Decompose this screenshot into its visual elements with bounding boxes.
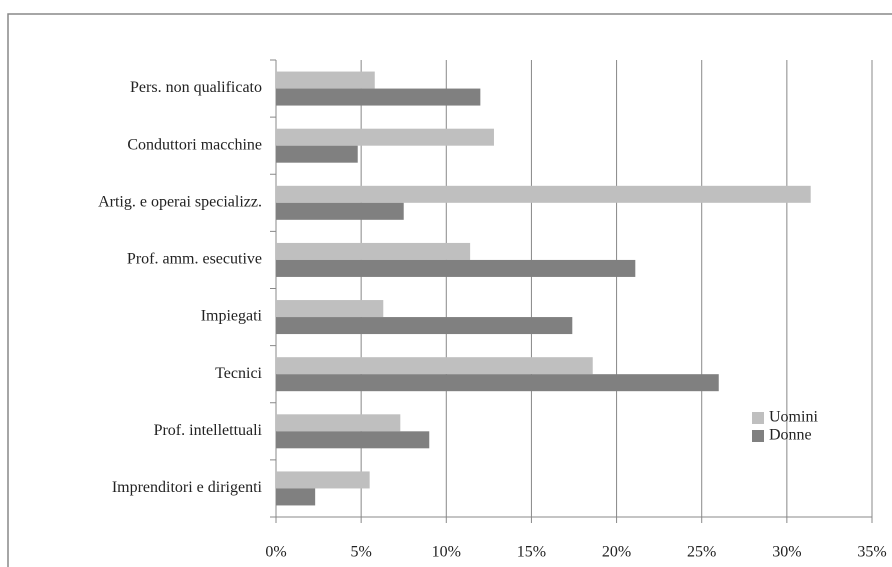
bar [276,488,316,506]
y-tick-label: Pers. non qualificato [130,79,262,96]
bar [276,145,358,163]
bar [276,128,494,146]
bar [276,259,636,277]
bar [276,374,719,392]
chart-frame [7,13,892,567]
x-tick-label: 25% [687,544,716,561]
y-tick-label: Impiegati [201,308,263,325]
legend-label: Uomini [769,409,818,426]
y-tick-label: Artig. e operai specializz. [98,193,262,210]
x-tick-label: 0% [265,544,286,561]
bar [276,471,370,489]
y-tick-label: Tecnici [215,365,262,382]
bar [276,431,430,449]
legend-swatch [752,430,764,442]
y-tick-label: Imprenditori e dirigenti [112,479,263,496]
bar [276,300,384,318]
bar [276,202,404,220]
x-tick-label: 20% [602,544,631,561]
bar [276,414,401,432]
bar [276,317,573,335]
y-tick-label: Prof. amm. esecutive [127,251,262,268]
x-tick-label: 5% [350,544,371,561]
bar [276,242,471,260]
bar [276,185,811,203]
x-tick-label: 15% [517,544,546,561]
legend-swatch [752,412,764,424]
x-tick-label: 10% [432,544,461,561]
bar [276,357,593,375]
x-tick-label: 35% [857,544,886,561]
legend-label: Donne [769,427,812,444]
bar [276,88,481,106]
x-tick-label: 30% [772,544,801,561]
bar [276,71,375,89]
y-tick-label: Prof. intellettuali [154,422,263,439]
y-tick-label: Conduttori macchine [127,136,262,153]
